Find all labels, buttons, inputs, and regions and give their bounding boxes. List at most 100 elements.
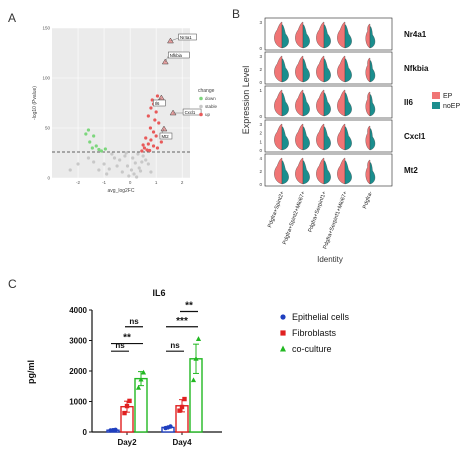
violin-y-axis-label: Expression Level [241, 66, 251, 135]
violin-half-noep [302, 58, 310, 83]
violin-half-noep [344, 126, 352, 151]
violin-category-label: Pdgfra+Spint2+ [267, 191, 286, 229]
violin-y-tick-label: 0 [259, 182, 262, 187]
volcano-y-tick-label: 150 [42, 26, 50, 31]
volcano-point-stable [125, 164, 130, 168]
il6-legend-swatch-square [280, 330, 286, 336]
volcano-legend: change down stable up [198, 88, 218, 117]
volcano-point-up [154, 134, 158, 138]
volcano-point-up [149, 138, 153, 142]
volcano-point-down [86, 128, 91, 132]
volcano-point-up [155, 94, 160, 98]
violin-half-ep [337, 123, 346, 151]
violin-gene-label: Il6 [404, 98, 413, 107]
volcano-point-up [148, 148, 152, 153]
volcano-point-stable [123, 154, 127, 158]
volcano-x-ticks: -2 -1 0 1 2 [76, 180, 184, 185]
volcano-gene-label: Nr4a1 [180, 35, 192, 40]
volcano-point-up [153, 118, 157, 122]
il6-point-square [127, 398, 132, 404]
violin-half-ep [295, 157, 304, 185]
violin-half-noep [369, 128, 376, 151]
volcano-point-stable [141, 154, 145, 158]
volcano-point-up [145, 148, 149, 152]
il6-significance-label: *** [176, 316, 188, 327]
violin-category-labels: Pdgfra+Spint2+Pdgfra+Spint2+Mki67+ Pdgfra… [267, 190, 374, 250]
volcano-point-up [151, 144, 156, 148]
il6-y-tick-label: 1000 [69, 398, 87, 407]
volcano-x-tick-label: 1 [155, 180, 158, 185]
violin-half-ep [274, 89, 283, 117]
panel-label-a: A [8, 11, 16, 25]
violin-y-tick-label: 1 [259, 88, 262, 93]
violin-half-noep [302, 24, 310, 49]
il6-significance-label: ns [129, 317, 139, 326]
violin-half-noep [302, 126, 310, 151]
volcano-x-tick-label: 0 [129, 180, 132, 185]
il6-chart-title: IL6 [152, 288, 165, 298]
volcano-gene-leader [165, 55, 169, 63]
volcano-y-tick-label: 100 [42, 76, 50, 81]
volcano-gene-box [178, 33, 197, 41]
il6-legend-swatch-circle [280, 314, 286, 320]
volcano-point-stable [140, 160, 144, 164]
violin-y-tick-label: 0 [259, 114, 262, 119]
volcano-point-down [84, 132, 88, 136]
violin-y-tick-label: 0 [259, 46, 262, 51]
violin-legend-entry: noEP [443, 103, 460, 110]
violin-half-ep [337, 89, 346, 117]
volcano-point-up [149, 106, 153, 110]
volcano-point-up [146, 114, 150, 118]
violin-legend-entry: EP [443, 93, 453, 100]
violin-y-tick-label: 2 [259, 169, 262, 174]
volcano-point-up [141, 143, 145, 147]
volcano-gene-label: Nfkbia [170, 53, 183, 58]
violin-x-axis-label: Identity [317, 255, 343, 264]
violin-category-label: Pdgfra+Spint2+Mki67+ [282, 191, 307, 246]
il6-point-square [179, 404, 185, 410]
volcano-point-stable [68, 168, 72, 172]
volcano-point-stable [115, 164, 119, 168]
violin-row-mt2: Mt2 0 2 4 [259, 153, 418, 187]
volcano-gene-label: Il6 [155, 101, 160, 106]
violin-half-noep [369, 94, 376, 117]
violin-row-cxcl1: Cxcl1 0 1 2 3 [259, 119, 426, 153]
il6-point-square [124, 403, 130, 409]
il6-legend-swatch-triangle [280, 345, 286, 352]
volcano-gene-marker [161, 58, 169, 65]
violin-row-nfkbia: Nfkbia 0 2 3 [259, 51, 429, 85]
violin-half-noep [369, 26, 376, 49]
volcano-point-up [144, 136, 148, 140]
volcano-point-stable [132, 172, 136, 176]
volcano-x-axis-label: avg_log2FC [108, 188, 135, 194]
violin-category-label: Pdgfra+Serpinf1+Mki67+ [322, 191, 349, 250]
volcano-gene-box [153, 99, 166, 107]
volcano-x-tick-label: 2 [181, 180, 184, 185]
volcano-legend-title: change [198, 88, 215, 94]
violin-gene-label: Cxcl1 [404, 132, 426, 141]
violin-half-noep [281, 160, 289, 185]
il6-point-square [177, 408, 182, 413]
volcano-point-stable [120, 170, 124, 174]
volcano-point-stable [76, 162, 80, 166]
violin-half-ep [316, 55, 325, 83]
volcano-point-up [146, 142, 150, 146]
violin-half-ep [365, 159, 371, 185]
volcano-point-up [140, 149, 144, 153]
violin-row-il6: Il6 0 1 [259, 85, 413, 119]
volcano-gene-labels: Nr4a1 Nfkbia Il6 Cxcl1 Mt2 [153, 33, 202, 140]
volcano-gene-marker [169, 109, 177, 116]
il6-point-triangle [190, 377, 197, 383]
volcano-point-stable [146, 162, 150, 166]
violin-half-noep [323, 58, 331, 83]
violin-half-noep [281, 58, 289, 83]
violin-half-noep [344, 58, 352, 83]
volcano-points [68, 94, 163, 179]
volcano-plot: Nr4a1 Nfkbia Il6 Cxcl1 Mt2 0 50 100 150 -2 -1 0 1 2… [32, 26, 218, 195]
il6-y-tick-label: 4000 [69, 306, 87, 315]
violin-half-ep [316, 21, 325, 49]
il6-point-triangle [140, 369, 147, 375]
il6-y-tick-label: 0 [83, 428, 88, 437]
panel-label-b: B [232, 7, 240, 21]
